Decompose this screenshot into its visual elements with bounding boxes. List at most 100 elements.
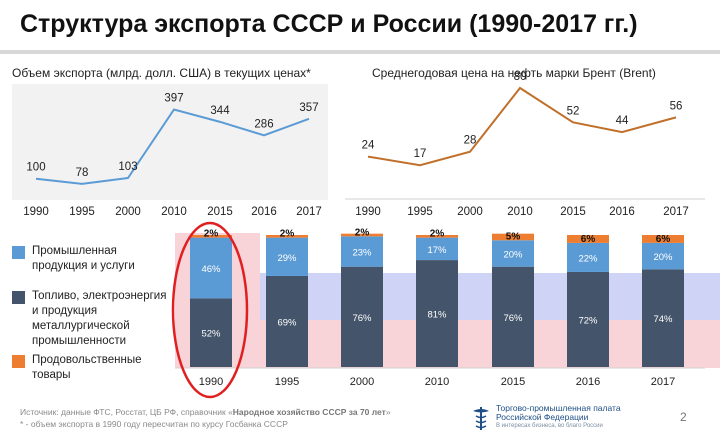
bar-segment-industrial <box>642 242 684 270</box>
bar-segment-industrial <box>567 242 609 272</box>
oil-chart-data-label: 80 <box>514 71 527 83</box>
bar-segment-fuel <box>190 298 232 367</box>
oil-chart-data-label: 28 <box>464 135 477 147</box>
oil-chart-tick-label: 2017 <box>663 206 689 218</box>
bar-segment-food <box>492 233 534 241</box>
bar-label-fuel: 72% <box>578 315 598 326</box>
bar-label-industrial: 17% <box>427 245 447 256</box>
export-chart-data-label: 397 <box>164 92 183 104</box>
bar-segment-fuel <box>642 269 684 367</box>
logo-text: Торгово-промышленная палата Российской Ф… <box>496 403 621 430</box>
legend-item-food: Продовольственные товары <box>12 353 192 383</box>
bar-segment-food <box>341 233 383 237</box>
bar-label-food: 2% <box>204 229 219 240</box>
oil-chart-tick-label: 1990 <box>355 206 381 218</box>
source-note: Источник: данные ФТС, Росстат, ЦБ РФ, сп… <box>20 407 391 417</box>
bar-segment-industrial <box>266 237 308 276</box>
bar-label-food: 2% <box>355 227 370 238</box>
bar-tick-label: 2010 <box>425 376 449 388</box>
bar-label-industrial: 22% <box>578 253 598 264</box>
bar-segment-food <box>416 235 458 238</box>
export-chart-data-label: 344 <box>210 105 230 117</box>
footnote: * - объем экспорта в 1990 году пересчита… <box>20 419 288 429</box>
oil-chart-tick-label: 2000 <box>457 206 483 218</box>
oil-chart-data-label: 52 <box>567 105 580 117</box>
export-chart-plot-area <box>12 84 328 200</box>
bar-label-fuel: 76% <box>503 313 523 324</box>
export-chart-tick-label: 2017 <box>296 206 322 218</box>
bar-label-industrial: 46% <box>201 264 221 275</box>
bar-label-industrial: 20% <box>653 252 673 263</box>
bar-label-fuel: 74% <box>653 314 673 325</box>
caduceus-icon <box>473 406 489 430</box>
oil-chart-data-label: 17 <box>414 148 427 160</box>
bar-label-industrial: 29% <box>277 253 297 264</box>
bar-segment-fuel <box>341 266 383 367</box>
oil-chart-tick-label: 2010 <box>507 206 533 218</box>
bar-label-industrial: 23% <box>352 248 372 259</box>
bar-segment-industrial <box>492 240 534 267</box>
bar-segment-food <box>642 235 684 243</box>
bar-segment-fuel <box>416 260 458 367</box>
bar-segment-food <box>567 235 609 243</box>
bar-label-fuel: 81% <box>427 310 447 321</box>
export-chart-data-label: 103 <box>118 161 137 173</box>
oil-chart-title: Среднегодовая цена на нефть марки Брент … <box>372 66 656 80</box>
export-chart-tick-label: 1990 <box>23 206 49 218</box>
highlight-circle <box>171 221 249 399</box>
bar-label-food: 6% <box>656 234 671 245</box>
oil-chart-data-label: 24 <box>362 140 375 152</box>
export-chart-tick-label: 1995 <box>69 206 95 218</box>
bar-segment-food <box>266 235 308 238</box>
legend-swatch-food <box>12 355 25 368</box>
legend-label-fuel: Топливо, электроэнергия и продукция мета… <box>32 290 167 347</box>
bar-label-food: 5% <box>506 231 521 242</box>
bar-segment-fuel <box>492 266 534 367</box>
export-chart-data-label: 100 <box>26 162 45 174</box>
bar-segment-industrial <box>416 237 458 261</box>
oil-chart-data-label: 44 <box>616 115 629 127</box>
legend-swatch-industrial <box>12 246 25 259</box>
export-chart-tick-label: 2016 <box>251 206 277 218</box>
legend-item-fuel: Топливо, электроэнергия и продукция мета… <box>12 289 192 349</box>
page-title: Структура экспорта СССР и России (1990-2… <box>20 10 638 38</box>
oil-chart-tick-label: 1995 <box>407 206 433 218</box>
export-chart-title: Объем экспорта (млрд. долл. США) в текущ… <box>12 66 311 80</box>
title-divider <box>0 50 720 54</box>
bar-label-food: 6% <box>581 234 596 245</box>
bar-segment-food <box>190 235 232 238</box>
tpp-logo: Торгово-промышленная палата Российской Ф… <box>470 404 621 431</box>
export-chart-tick-label: 2015 <box>207 206 233 218</box>
export-chart-data-label: 357 <box>299 102 318 114</box>
bar-label-fuel: 52% <box>201 329 221 340</box>
oil-chart-tick-label: 2016 <box>609 206 635 218</box>
legend-label-food: Продовольственные товары <box>32 354 142 381</box>
bar-tick-label: 2017 <box>651 376 675 388</box>
bar-segment-industrial <box>190 237 232 299</box>
legend-label-industrial: Промышленная продукция и услуги <box>32 245 135 272</box>
bar-tick-label: 2016 <box>576 376 600 388</box>
legend-item-industrial: Промышленная продукция и услуги <box>12 244 192 274</box>
bar-tick-label: 2000 <box>350 376 374 388</box>
bar-label-fuel: 69% <box>277 317 297 328</box>
bar-tick-label: 1990 <box>199 376 223 388</box>
bar-label-fuel: 76% <box>352 313 372 324</box>
legend-swatch-fuel <box>12 291 25 304</box>
export-chart-data-label: 286 <box>254 118 273 130</box>
bar-label-industrial: 20% <box>503 249 523 260</box>
export-chart-data-label: 78 <box>76 167 89 179</box>
bar-tick-label: 2015 <box>501 376 525 388</box>
bar-segment-fuel <box>266 275 308 367</box>
oil-chart-tick-label: 2015 <box>560 206 586 218</box>
footer: Источник: данные ФТС, Росстат, ЦБ РФ, сп… <box>20 406 391 430</box>
bar-segment-industrial <box>341 236 383 267</box>
bar-tick-label: 1995 <box>275 376 299 388</box>
export-chart-tick-label: 2010 <box>161 206 187 218</box>
export-chart-tick-label: 2000 <box>115 206 141 218</box>
bar-segment-fuel <box>567 271 609 367</box>
oil-chart-data-label: 56 <box>670 100 683 112</box>
page-number: 2 <box>680 410 687 424</box>
bar-label-food: 2% <box>430 229 445 240</box>
bar-label-food: 2% <box>280 229 295 240</box>
